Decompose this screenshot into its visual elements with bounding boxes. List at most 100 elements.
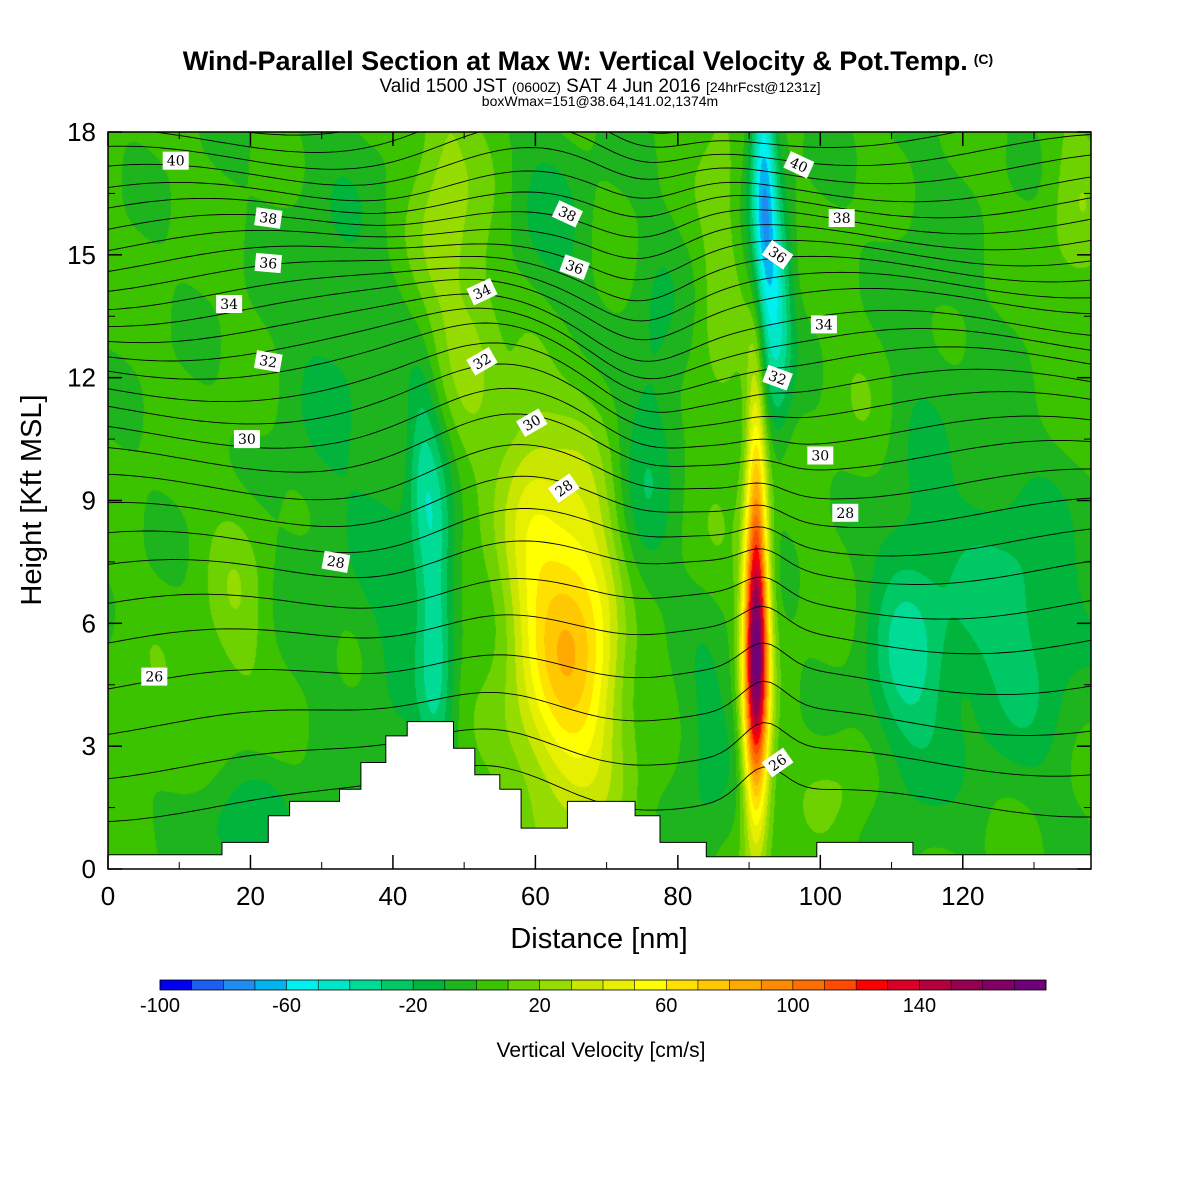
- theta-contour-line: [108, 147, 1091, 186]
- x-tick-label: 20: [236, 881, 265, 911]
- theta-contour-line: [108, 322, 1091, 395]
- contour-label-text: 32: [258, 353, 278, 372]
- colorbar-swatch: [191, 980, 224, 990]
- chart-title: Wind-Parallel Section at Max W: Vertical…: [183, 46, 993, 76]
- colorbar-swatch: [476, 980, 509, 990]
- theta-contour-line: [108, 224, 1091, 259]
- theta-contour-line: [108, 307, 1091, 380]
- contour-label-text: 34: [471, 282, 494, 304]
- contour-label: 32: [253, 350, 283, 373]
- theta-contour-line: [108, 605, 1091, 655]
- theta-contour-line: [108, 387, 1091, 449]
- theta-contour-line: [108, 170, 1091, 203]
- y-axis-title: Height [Kft MSL]: [16, 394, 48, 605]
- colorbar-swatch: [413, 980, 446, 990]
- theta-contour-line: [108, 722, 1091, 780]
- contour-label: 32: [466, 347, 498, 376]
- y-tick-label: 15: [67, 240, 96, 270]
- contour-label: 34: [810, 315, 837, 334]
- colorbar-tick-label: -60: [272, 995, 301, 1017]
- x-axis-title: Distance [nm]: [510, 923, 687, 955]
- y-tick-label: 12: [67, 363, 96, 393]
- contour-label: 40: [783, 151, 815, 179]
- colorbar-swatch: [951, 980, 984, 990]
- theta-contour-line: [108, 132, 1091, 170]
- colorbar-tick-label: 20: [529, 995, 551, 1017]
- y-tick-label: 9: [82, 486, 96, 516]
- colorbar-swatch: [887, 980, 920, 990]
- contour-label-text: 36: [563, 257, 585, 278]
- contour-label: 30: [516, 408, 548, 437]
- theta-contour-line: [150, 132, 960, 153]
- contour-label: 38: [828, 209, 855, 227]
- contour-label-text: 38: [258, 210, 278, 228]
- colorbar-title: Vertical Velocity [cm/s]: [497, 1039, 706, 1062]
- contour-label-text: 30: [238, 432, 256, 448]
- x-tick-label: 60: [521, 881, 550, 911]
- contour-label: 38: [254, 207, 283, 229]
- colorbar-swatch: [792, 980, 825, 990]
- theta-contour-line: [108, 363, 1091, 430]
- x-tick-label: 120: [941, 881, 984, 911]
- y-tick-label: 3: [82, 731, 96, 761]
- theta-contour-line: [108, 278, 1091, 341]
- y-tick-label: 0: [82, 854, 96, 884]
- contour-label: 30: [807, 446, 834, 465]
- theta-contour-line: [108, 267, 1091, 322]
- contour-label: 34: [466, 278, 498, 306]
- theta-contour-line: [108, 540, 1091, 585]
- colorbar-swatch: [286, 980, 319, 990]
- contour-label: 36: [254, 252, 283, 274]
- colorbar-swatch: [349, 980, 382, 990]
- contour-label: 30: [233, 430, 260, 449]
- theta-contour-line: [242, 132, 682, 136]
- y-tick-label: 18: [67, 117, 96, 147]
- colorbar-swatch: [729, 980, 762, 990]
- x-tick-label: 40: [378, 881, 407, 911]
- x-tick-label: 0: [101, 881, 115, 911]
- contour-label-text: 34: [220, 297, 238, 313]
- contour-label-text: 32: [471, 351, 494, 374]
- contour-label: 38: [551, 200, 583, 228]
- colorbar-swatch: [824, 980, 857, 990]
- contour-label-text: 30: [521, 412, 544, 435]
- theta-contour-line: [108, 413, 1091, 473]
- colorbar-swatch: [919, 980, 952, 990]
- plot-area: 4038363432302826383634323028403836343230…: [67, 116, 1092, 911]
- terrain-mask: [107, 721, 1092, 870]
- contour-label-text: 40: [167, 154, 185, 170]
- theta-contour-line: [108, 116, 1091, 120]
- y-tick-label: 6: [82, 608, 96, 638]
- contour-label: 28: [321, 550, 351, 574]
- contour-label: 40: [162, 151, 189, 170]
- theta-contour-line: [108, 444, 1091, 501]
- contour-label-text: 32: [766, 368, 788, 389]
- colorbar-swatch: [761, 980, 794, 990]
- theta-contour-line: [108, 576, 1091, 620]
- contour-label-text: 38: [833, 211, 851, 227]
- colorbar-swatch: [223, 980, 256, 990]
- contour-label: 34: [216, 295, 243, 313]
- colorbar-swatch: [634, 980, 667, 990]
- vertical-velocity-field: [108, 132, 1091, 869]
- contour-label-text: 28: [326, 553, 346, 572]
- contour-label-text: 26: [145, 670, 163, 686]
- contour-label-text: 38: [556, 204, 579, 226]
- colorbar-swatch: [982, 980, 1015, 990]
- colorbar-tick-label: -100: [140, 995, 180, 1017]
- contour-label-text: 34: [815, 317, 833, 333]
- contour-labels: 4038363432302826383634323028403836343230…: [141, 151, 859, 778]
- theta-contour-line: [108, 293, 1091, 362]
- colorbar-swatch: [666, 980, 699, 990]
- colorbar-swatch: [539, 980, 572, 990]
- colorbar-swatch: [160, 980, 192, 990]
- contour-label: 36: [559, 254, 590, 281]
- colorbar-tick-label: 60: [655, 995, 677, 1017]
- contour-label: 26: [141, 667, 168, 686]
- colorbar-swatch: [571, 980, 604, 990]
- contour-label-text: 28: [836, 506, 854, 522]
- theta-contour-line: [108, 680, 1091, 736]
- colorbar-swatch: [318, 980, 351, 990]
